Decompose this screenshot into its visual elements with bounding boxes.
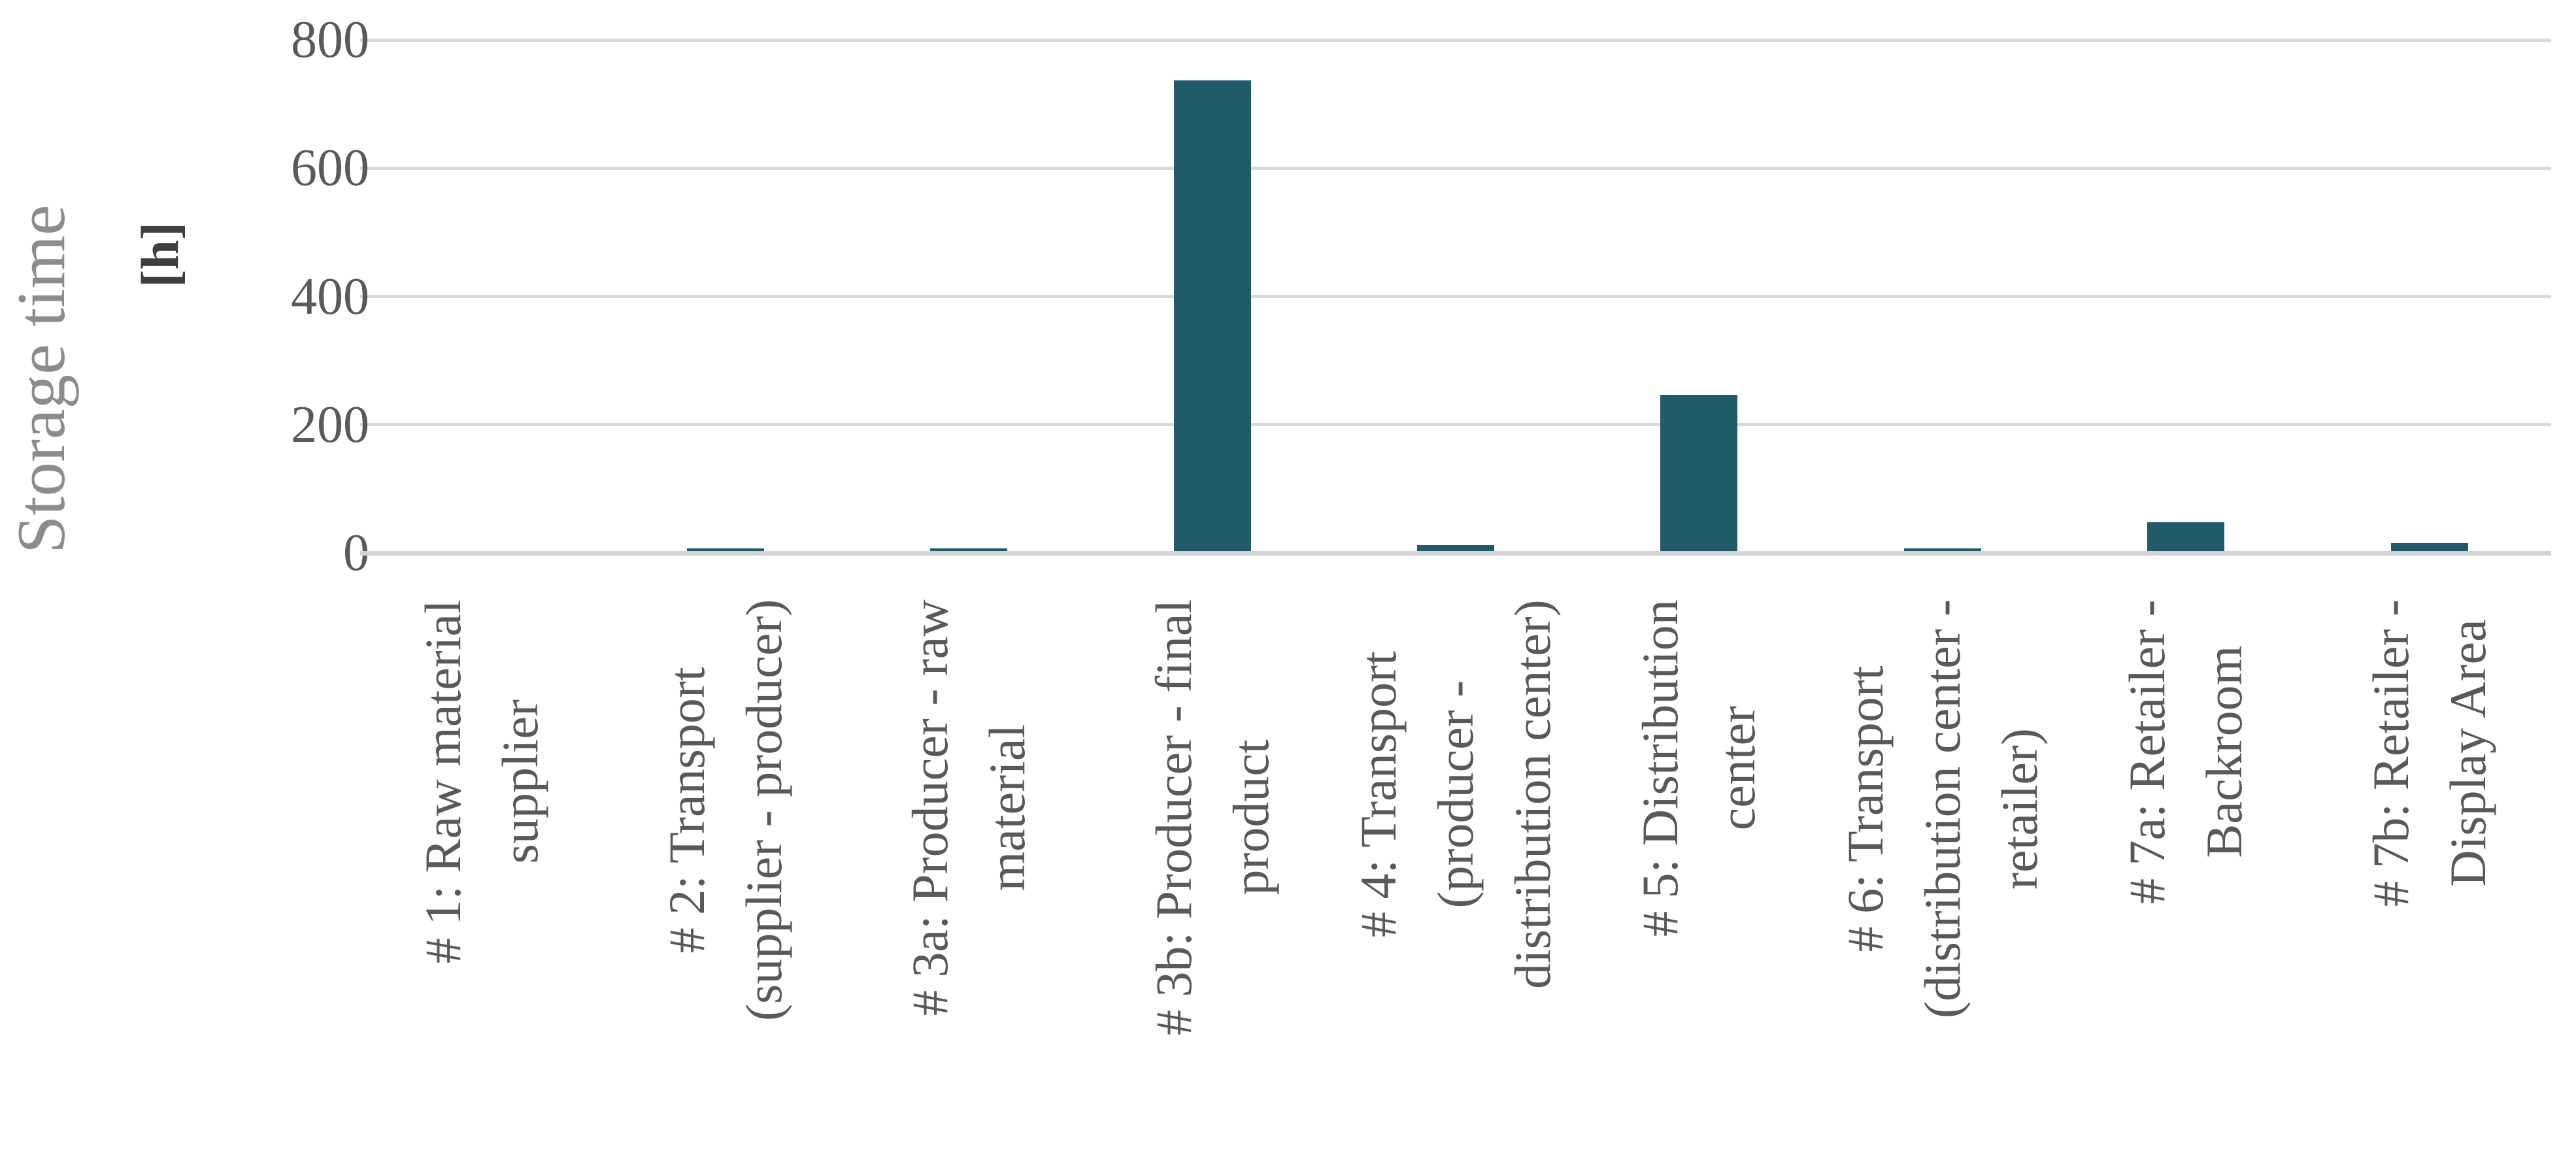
x-category-label-3: # 3a: Producer - raw material xyxy=(901,599,1036,1016)
x-category-label-9: # 7b: Retailer - Display Area xyxy=(2362,599,2496,907)
gridline-400 xyxy=(360,295,2551,298)
x-category-label-2: # 2: Transport (supplier - producer) xyxy=(658,599,792,1021)
x-category-label-7: # 6: Transport (distribution center - re… xyxy=(1836,599,2048,1018)
gridline-200 xyxy=(360,423,2551,427)
bar-6 xyxy=(1660,394,1738,553)
x-axis-line xyxy=(360,550,2551,556)
bar-8 xyxy=(2147,522,2225,553)
bar-4 xyxy=(1173,80,1251,553)
bar-5 xyxy=(1417,545,1494,553)
x-category-label-1: # 1: Raw material supplier xyxy=(414,599,549,963)
y-tick-label-400: 400 xyxy=(291,267,369,326)
y-tick-label-200: 200 xyxy=(291,395,369,454)
gridline-800 xyxy=(360,38,2551,42)
x-category-label-5: # 4: Transport (producer - distribution … xyxy=(1350,599,1561,989)
y-axis-title: Storage time xyxy=(3,205,79,554)
x-category-label-8: # 7a: Retailer - Backroom xyxy=(2118,599,2253,904)
y-tick-label-800: 800 xyxy=(291,11,369,69)
gridline-600 xyxy=(360,166,2551,170)
x-category-label-6: # 5: Distribution center xyxy=(1631,599,1766,937)
x-category-label-4: # 3b: Producer - final product xyxy=(1145,599,1279,1035)
y-tick-label-600: 600 xyxy=(291,139,369,197)
bar-9 xyxy=(2390,543,2468,553)
y-axis-unit-label: [h] xyxy=(130,222,190,288)
